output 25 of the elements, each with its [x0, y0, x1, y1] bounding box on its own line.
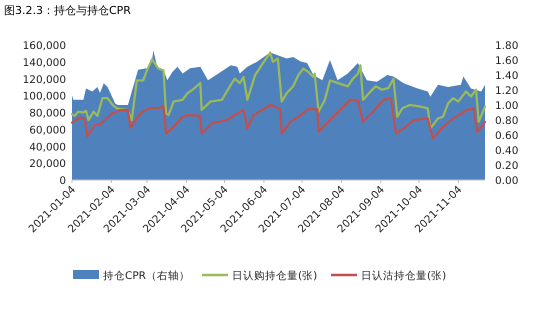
- legend-label: 日认沽持仓量(张): [361, 269, 446, 282]
- y2-tick-label: 1.20: [495, 85, 518, 97]
- y2-tick-label: 1.60: [495, 55, 518, 67]
- y-tick-label: 140,000: [22, 56, 66, 69]
- y2-tick-label: 0.60: [495, 130, 518, 142]
- y-tick-label: 0: [59, 175, 66, 187]
- line-series: [70, 51, 486, 130]
- y2-tick-label: 1.80: [495, 40, 518, 52]
- y-tick-label: 20,000: [29, 158, 66, 170]
- y2-tick-label: 0.80: [495, 115, 518, 127]
- y2-tick-label: 0.40: [495, 145, 518, 157]
- y2-tick-label: 0.20: [495, 160, 518, 172]
- y-tick-label: 60,000: [29, 124, 66, 136]
- legend-label: 日认购持仓量(张): [232, 269, 318, 282]
- y-tick-label: 160,000: [22, 40, 66, 52]
- y-tick-label: 120,000: [22, 74, 66, 86]
- y-tick-label: 100,000: [22, 90, 66, 103]
- y2-tick-label: 1.40: [495, 70, 518, 82]
- y-tick-label: 80,000: [29, 108, 66, 120]
- y-tick-label: 40,000: [29, 141, 66, 154]
- chart-title: 图3.2.3：持仓与持仓CPR: [4, 4, 132, 17]
- legend-label: 持仓CPR（右轴）: [103, 269, 190, 282]
- line-series: [70, 97, 486, 140]
- y2-tick-label: 1.00: [495, 100, 518, 112]
- y2-tick-label: 0.00: [495, 175, 518, 187]
